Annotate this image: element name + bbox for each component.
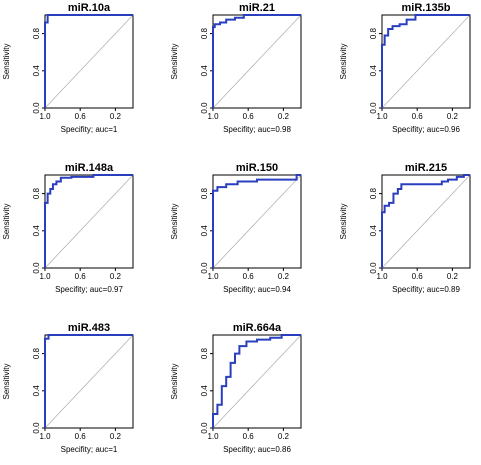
x-axis-label: Specifity; auc=1 (61, 125, 118, 134)
x-tick-label: 0.6 (75, 432, 87, 441)
x-tick-label: 1.0 (39, 432, 51, 441)
roc-panel-3: miR.135b 1.0 0.6 0.2 0.0 0.4 0.8 Specifity; auc… (339, 2, 471, 134)
x-tick-label: 0.6 (243, 272, 255, 281)
x-axis-label: Specifity; auc=0.86 (223, 445, 291, 454)
x-tick-label: 0.2 (447, 272, 459, 281)
roc-panel-4: miR.148a 1.0 0.6 0.2 0.0 0.4 0.8 Specifity; auc… (2, 162, 134, 294)
x-tick-label: 0.6 (75, 272, 87, 281)
roc-panel-7: miR.483 1.0 0.6 0.2 0.0 0.4 0.8 Specifity; auc=… (2, 322, 134, 454)
x-tick-label: 1.0 (207, 432, 219, 441)
reference-diagonal (212, 174, 302, 269)
reference-diagonal (44, 174, 134, 269)
y-axis-label: Sensitivity (170, 203, 179, 239)
panel-title: miR.10a (68, 2, 111, 14)
x-tick-label: 1.0 (376, 272, 388, 281)
y-axis-label: Sensitivity (170, 43, 179, 79)
x-tick-label: 0.2 (278, 112, 290, 121)
y-tick-label: 0.4 (369, 65, 378, 77)
panel-title: miR.21 (239, 2, 275, 14)
x-tick-label: 0.2 (110, 432, 122, 441)
x-axis-label: Specifity; auc=0.94 (223, 285, 291, 294)
x-tick-label: 1.0 (39, 272, 51, 281)
y-tick-label: 0.8 (32, 187, 41, 199)
x-tick-label: 0.2 (447, 112, 459, 121)
x-tick-label: 0.2 (110, 112, 122, 121)
roc-panel-1: miR.10a 1.0 0.6 0.2 0.0 0.4 0.8 Specifity; auc=… (2, 2, 134, 134)
y-tick-label: 0.0 (369, 102, 378, 114)
roc-curve (212, 14, 301, 108)
y-tick-label: 0.0 (32, 102, 41, 114)
x-tick-label: 1.0 (39, 112, 51, 121)
roc-panel-8: miR.664a 1.0 0.6 0.2 0.0 0.4 0.8 Specifity; auc… (170, 322, 302, 454)
y-tick-label: 0.4 (32, 385, 41, 397)
y-axis-label: Sensitivity (170, 363, 179, 399)
y-axis-label: Sensitivity (2, 203, 11, 239)
y-tick-label: 0.4 (200, 225, 209, 237)
roc-curve (44, 334, 133, 428)
y-axis-label: Sensitivity (339, 43, 348, 79)
reference-diagonal (44, 334, 134, 429)
x-axis-label: Specifity; auc=0.97 (55, 285, 123, 294)
reference-diagonal (381, 14, 471, 109)
x-tick-label: 1.0 (207, 112, 219, 121)
y-tick-label: 0.4 (200, 65, 209, 77)
roc-curve (44, 174, 133, 268)
reference-diagonal (212, 334, 302, 429)
y-tick-label: 0.4 (32, 65, 41, 77)
plot-frame (212, 334, 302, 429)
panel-title: miR.150 (236, 162, 278, 174)
y-tick-label: 0.4 (32, 225, 41, 237)
x-tick-label: 0.2 (278, 272, 290, 281)
y-tick-label: 0.8 (200, 27, 209, 39)
y-tick-label: 0.4 (369, 225, 378, 237)
y-tick-label: 0.8 (369, 27, 378, 39)
x-tick-label: 0.6 (243, 432, 255, 441)
x-axis-label: Specifity; auc=1 (61, 445, 118, 454)
y-tick-label: 0.8 (369, 187, 378, 199)
x-tick-label: 0.6 (412, 112, 424, 121)
reference-diagonal (381, 174, 471, 269)
x-axis-label: Specifity; auc=0.89 (392, 285, 460, 294)
x-tick-label: 1.0 (376, 112, 388, 121)
y-axis-label: Sensitivity (2, 363, 11, 399)
y-tick-label: 0.0 (200, 422, 209, 434)
x-tick-label: 0.2 (278, 432, 290, 441)
y-tick-label: 0.8 (200, 347, 209, 359)
reference-diagonal (44, 14, 134, 109)
y-tick-label: 0.8 (32, 347, 41, 359)
y-tick-label: 0.0 (32, 262, 41, 274)
roc-curve (381, 14, 470, 108)
panel-title: miR.483 (68, 322, 110, 334)
panel-title: miR.135b (402, 2, 451, 14)
roc-curve (212, 334, 301, 428)
y-tick-label: 0.8 (200, 187, 209, 199)
roc-curve (212, 174, 301, 268)
y-axis-label: Sensitivity (339, 203, 348, 239)
reference-diagonal (212, 14, 302, 109)
roc-panel-5: miR.150 1.0 0.6 0.2 0.0 0.4 0.8 Specifity; auc=… (170, 162, 302, 294)
y-tick-label: 0.8 (32, 27, 41, 39)
y-tick-label: 0.4 (200, 385, 209, 397)
y-axis-label: Sensitivity (2, 43, 11, 79)
roc-panel-6: miR.215 1.0 0.6 0.2 0.0 0.4 0.8 Specifity; auc=… (339, 162, 471, 294)
y-tick-label: 0.0 (32, 422, 41, 434)
x-axis-label: Specifity; auc=0.98 (223, 125, 291, 134)
x-tick-label: 0.6 (75, 112, 87, 121)
x-axis-label: Specifity; auc=0.96 (392, 125, 460, 134)
panel-title: miR.664a (233, 322, 282, 334)
roc-curve (44, 14, 133, 108)
x-tick-label: 0.6 (412, 272, 424, 281)
x-tick-label: 0.6 (243, 112, 255, 121)
x-tick-label: 1.0 (207, 272, 219, 281)
panel-title: miR.215 (405, 162, 447, 174)
roc-curve (381, 174, 470, 268)
roc-panel-2: miR.21 1.0 0.6 0.2 0.0 0.4 0.8 Specifity; auc=0… (170, 2, 302, 134)
y-tick-label: 0.0 (369, 262, 378, 274)
y-tick-label: 0.0 (200, 102, 209, 114)
x-tick-label: 0.2 (110, 272, 122, 281)
y-tick-label: 0.0 (200, 262, 209, 274)
panel-title: miR.148a (65, 162, 114, 174)
